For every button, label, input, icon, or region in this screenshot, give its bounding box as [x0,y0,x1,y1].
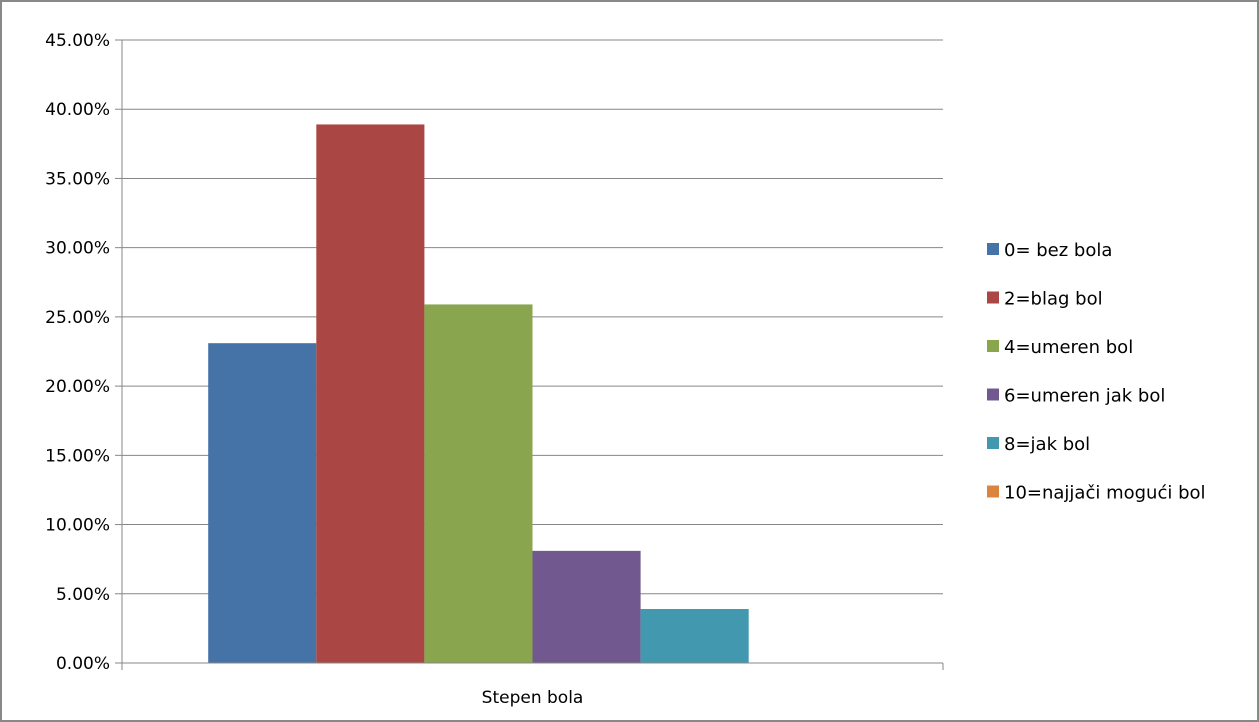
y-tick-label: 45.00% [45,31,110,51]
y-tick-label: 15.00% [45,446,110,466]
y-tick-label: 25.00% [45,308,110,328]
legend-label: 2=blag bol [1004,289,1103,310]
y-tick-label: 20.00% [45,377,110,397]
legend-swatch [987,243,999,255]
y-tick-label: 30.00% [45,239,110,259]
y-tick-label: 5.00% [56,585,110,605]
x-category-label: Stepen bola [482,688,584,708]
x-axis-category-labels: Stepen bola [482,688,584,708]
legend-swatch [987,291,999,304]
bar [640,609,749,663]
legend: 0= bez bola 2=blag bol 4=umeren bol 6=umere… [987,240,1206,504]
axes [121,40,944,670]
legend-label: 6=umeren jak bol [1004,386,1165,407]
legend-label: 8=jak bol [1004,434,1090,455]
y-tick-label: 40.00% [45,100,110,120]
bars [208,124,749,663]
y-tick-label: 35.00% [45,169,110,189]
y-tick-label: 0.00% [56,654,110,674]
y-axis-ticks: 0.00% 5.00% 10.00% 15.00% 20.00% 25.00% 30.00%… [45,31,122,674]
legend-swatch [987,388,999,401]
bar [208,343,317,663]
bar [316,124,425,663]
legend-label: 0= bez bola [1004,240,1112,261]
bar [532,550,641,663]
legend-swatch [987,340,999,352]
legend-label: 10=najjači mogući bol [1004,483,1206,504]
legend-swatch [987,485,999,498]
bar [424,304,533,663]
legend-swatch [987,437,999,449]
y-tick-label: 10.00% [45,516,110,536]
legend-label: 4=umeren bol [1004,337,1133,358]
